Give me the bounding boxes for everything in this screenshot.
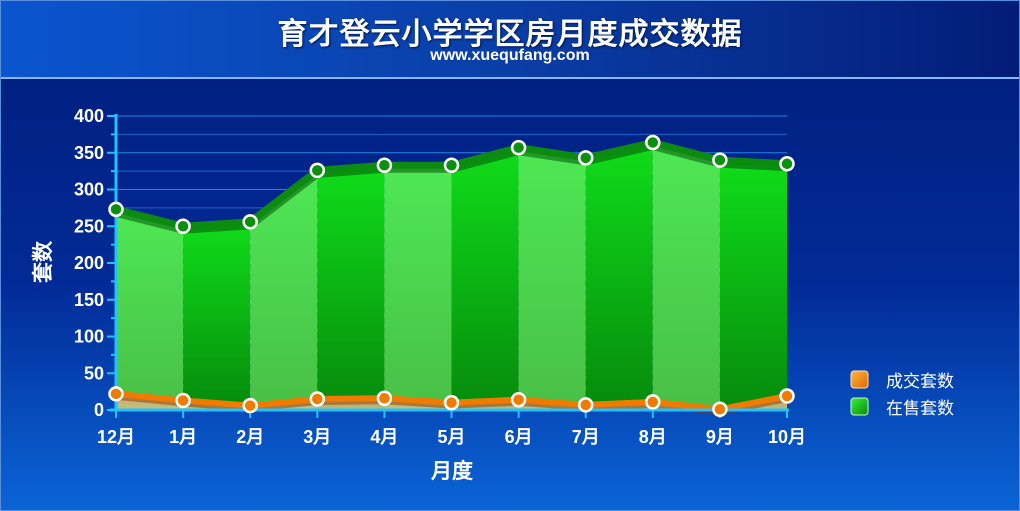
y-tick-label: 200	[74, 253, 104, 273]
y-axis-title: 套数	[31, 240, 55, 283]
listed-area-band	[719, 160, 787, 410]
legend-swatch-listed	[850, 397, 869, 416]
listed-area-band	[652, 142, 720, 410]
x-tick-label: 6月	[505, 427, 533, 447]
sold-point	[108, 386, 124, 402]
listed-area-band	[317, 165, 385, 410]
x-tick-label: 5月	[437, 427, 465, 447]
x-tick-label: 4月	[370, 427, 398, 447]
listed-point	[108, 201, 124, 218]
listed-point	[309, 162, 326, 179]
sold-point	[712, 401, 728, 418]
y-tick-label: 50	[84, 363, 104, 383]
x-tick-label: 12月	[97, 427, 135, 447]
listed-point	[779, 156, 795, 172]
x-axis-title: 月度	[430, 459, 473, 483]
legend-swatch-sold	[850, 370, 869, 389]
y-tick-label: 150	[74, 290, 104, 310]
chart-title: 育才登云小学学区房月度成交数据	[277, 17, 743, 52]
sold-point	[175, 392, 191, 409]
plot-areas	[116, 142, 787, 411]
listed-point	[376, 157, 393, 173]
x-tick-label: 7月	[572, 427, 600, 447]
y-tick-label: 0	[94, 400, 104, 420]
listed-area-band	[183, 221, 251, 410]
sold-point	[309, 391, 326, 407]
data-points	[108, 134, 795, 418]
listed-point	[577, 150, 594, 166]
sold-point	[443, 394, 460, 411]
sold-point	[510, 391, 527, 408]
listed-point	[242, 214, 258, 230]
x-tick-label: 3月	[303, 427, 331, 447]
sold-point	[779, 388, 795, 404]
chart-subtitle-url: www.xuequfang.com	[430, 47, 590, 64]
listed-area-band	[116, 209, 184, 410]
listed-area-band	[451, 147, 519, 411]
y-tick-label: 100	[74, 327, 104, 347]
listed-area-band	[518, 147, 586, 411]
sold-point	[645, 394, 661, 410]
y-tick-label: 350	[74, 143, 104, 163]
legend-label-listed: 在售套数	[886, 399, 954, 419]
x-tick-label: 8月	[639, 427, 667, 447]
sold-point	[577, 397, 594, 413]
listed-point	[510, 139, 527, 156]
listed-point	[443, 157, 460, 173]
listed-area-band	[250, 170, 318, 410]
listed-area-band	[384, 165, 452, 410]
x-tick-label: 2月	[236, 427, 264, 447]
legend: 成交套数 在售套数	[850, 370, 954, 419]
x-tick-label: 1月	[169, 427, 197, 447]
y-tick-label: 250	[74, 216, 104, 236]
listed-point	[175, 218, 191, 234]
listed-area-band	[585, 142, 653, 410]
listed-point	[645, 134, 661, 151]
y-tick-label: 400	[74, 106, 104, 126]
axis-labels: 0 50 100 150 200 250 300 350 400 12月 1月 2月 3月 4月 5月 6月 7…	[74, 106, 806, 447]
sold-point	[376, 390, 393, 406]
x-tick-label: 9月	[706, 427, 734, 447]
legend-label-sold: 成交套数	[886, 372, 954, 392]
sold-point	[242, 397, 258, 414]
x-tick-label: 10月	[768, 427, 806, 447]
y-tick-label: 300	[74, 180, 104, 200]
chart-header: 育才登云小学学区房月度成交数据 www.xuequfang.com	[1, 1, 1019, 79]
listed-point	[712, 152, 728, 168]
